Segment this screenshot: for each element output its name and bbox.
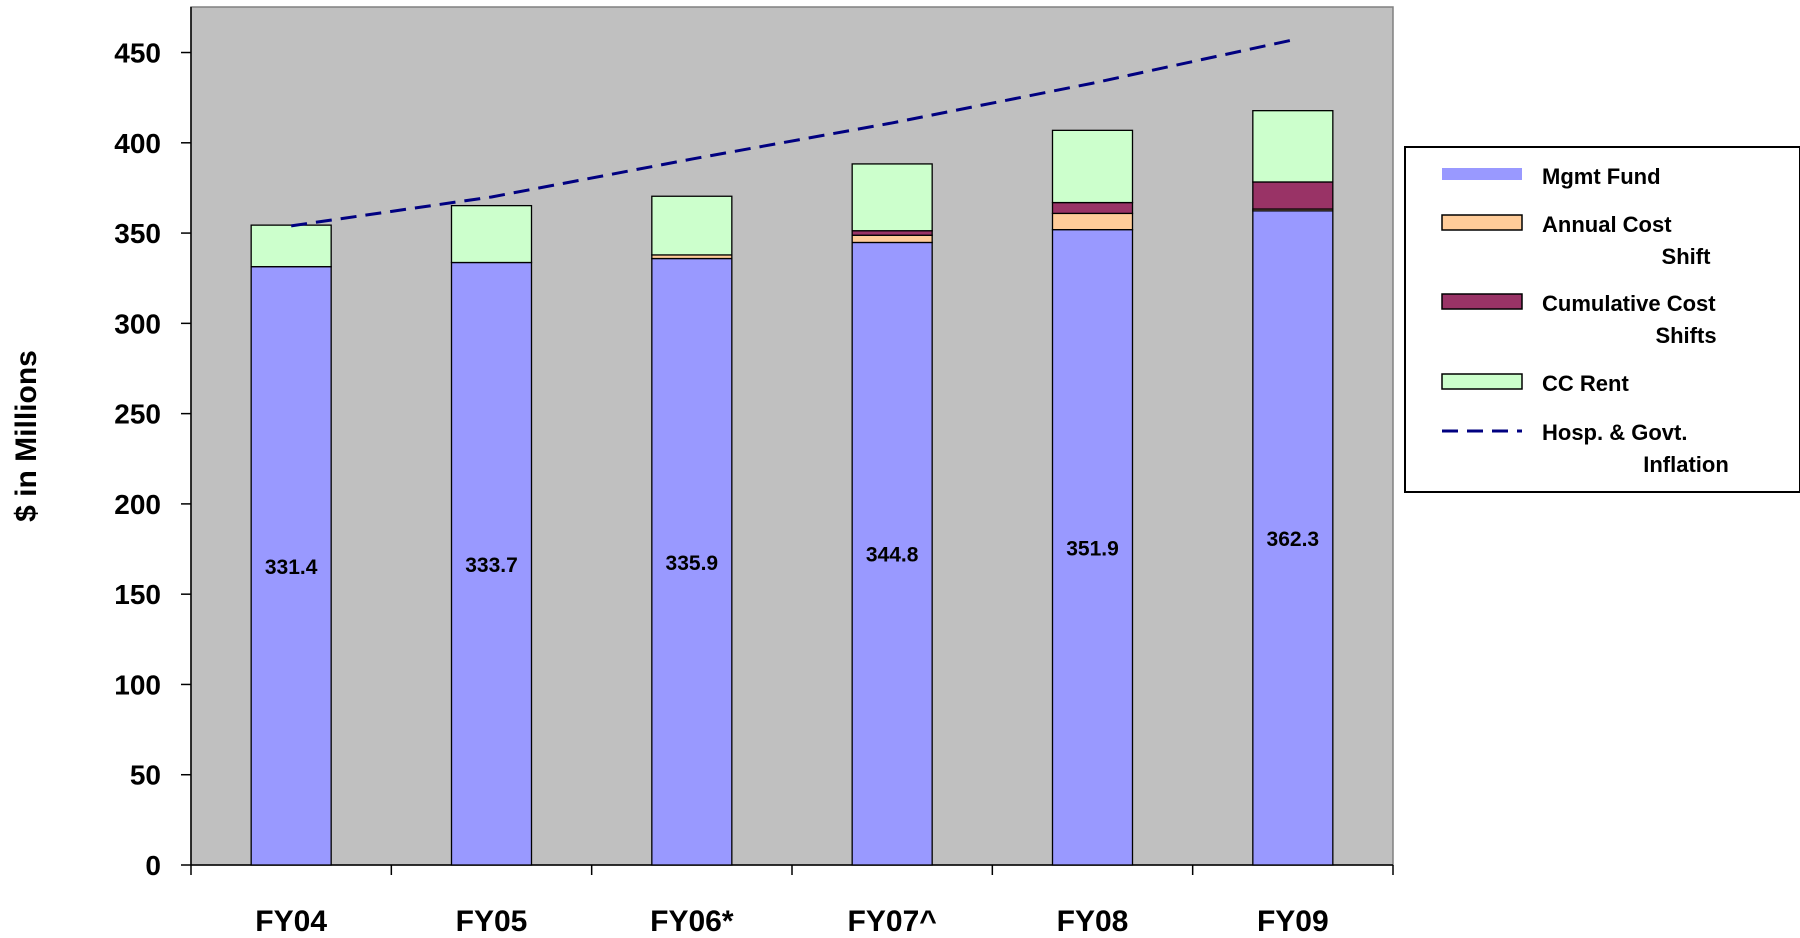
inflation-line (290, 38, 1294, 228)
x-tick-label: FY05 (456, 905, 528, 938)
bar-segment-mgmt-fund (1051, 228, 1134, 866)
legend-label: Annual Cost (1542, 212, 1672, 237)
data-label: 333.7 (465, 554, 518, 577)
x-tick-label: FY06* (650, 905, 734, 938)
legend-item: Hosp. & Govt. Inflation (1442, 420, 1729, 477)
y-tick-label: 400 (114, 128, 161, 159)
legend-label: Inflation (1643, 452, 1729, 477)
legend-box (1404, 146, 1800, 493)
x-tick-label: FY08 (1057, 905, 1129, 938)
y-tick-label: 300 (114, 308, 161, 339)
legend-label: Shifts (1655, 323, 1716, 348)
bar-segment-cumulative-cost-shifts (851, 230, 933, 236)
bar-segment-cc-rent (851, 163, 933, 232)
data-labels: 331.4 333.7 335.9 344.8 351.9 362.3 (265, 528, 1319, 579)
bar-segment-cumulative-cost-shifts (1252, 181, 1334, 210)
y-tick-label: 50 (130, 760, 161, 791)
legend-label: Mgmt Fund (1542, 164, 1661, 189)
data-label: 331.4 (265, 556, 318, 579)
legend-label: Shift (1662, 244, 1712, 269)
bar-segment-mgmt-fund (1252, 210, 1334, 866)
y-tick-label: 100 (114, 669, 161, 700)
legend: Mgmt Fund Annual Cost Shift Cumulative Cost… (1404, 146, 1800, 493)
legend-item: CC Rent (1441, 371, 1629, 396)
plot-area (190, 6, 1394, 866)
bars (250, 110, 1334, 866)
legend-swatch (1441, 293, 1523, 310)
data-label: 362.3 (1267, 528, 1320, 551)
bar-segment-cc-rent (250, 224, 332, 268)
x-tick-label: FY04 (255, 905, 327, 938)
y-tick-label: 150 (114, 579, 161, 610)
legend-swatch (1441, 214, 1523, 231)
y-tick-label: 450 (114, 38, 161, 69)
legend-item: Cumulative Cost Shifts (1441, 291, 1717, 348)
legend-label: CC Rent (1542, 371, 1629, 396)
bar-segment-annual-cost-shift (1051, 212, 1134, 231)
legend-item: Mgmt Fund (1442, 164, 1661, 189)
data-label: 344.8 (866, 544, 919, 567)
y-axis: 0 50 100 150 200 250 300 350 400 450 (114, 7, 192, 881)
bar-segment-annual-cost-shift (851, 234, 933, 244)
y-tick-label: 250 (114, 399, 161, 430)
inflation-line-path (290, 38, 1294, 228)
y-tick-label: 0 (145, 850, 161, 881)
bar-segment-cc-rent (450, 204, 533, 264)
bar-segment-cc-rent (651, 195, 733, 256)
bar-segment-cc-rent (1252, 110, 1334, 183)
y-tick-label: 350 (114, 218, 161, 249)
legend-swatch (1441, 373, 1523, 390)
y-axis-label: $ in Millions (10, 350, 43, 522)
data-label: 335.9 (666, 552, 719, 575)
legend-item: Annual Cost Shift (1441, 212, 1712, 269)
bar-segment-mgmt-fund (651, 257, 733, 866)
x-tick-label: FY09 (1257, 905, 1329, 938)
x-tick-label: FY07^ (848, 905, 937, 938)
bar-segment-cumulative-cost-shifts (1051, 201, 1134, 215)
bar-segment-mgmt-fund (450, 261, 533, 866)
bar-segment-cc-rent (1051, 129, 1134, 204)
legend-swatch (1442, 168, 1522, 180)
x-axis: FY04 FY05 FY06* FY07^ FY08 FY09 (190, 864, 1394, 938)
data-label: 351.9 (1066, 537, 1119, 560)
y-tick-label: 200 (114, 489, 161, 520)
legend-label: Cumulative Cost (1542, 291, 1716, 316)
legend-label: Hosp. & Govt. (1542, 420, 1687, 445)
